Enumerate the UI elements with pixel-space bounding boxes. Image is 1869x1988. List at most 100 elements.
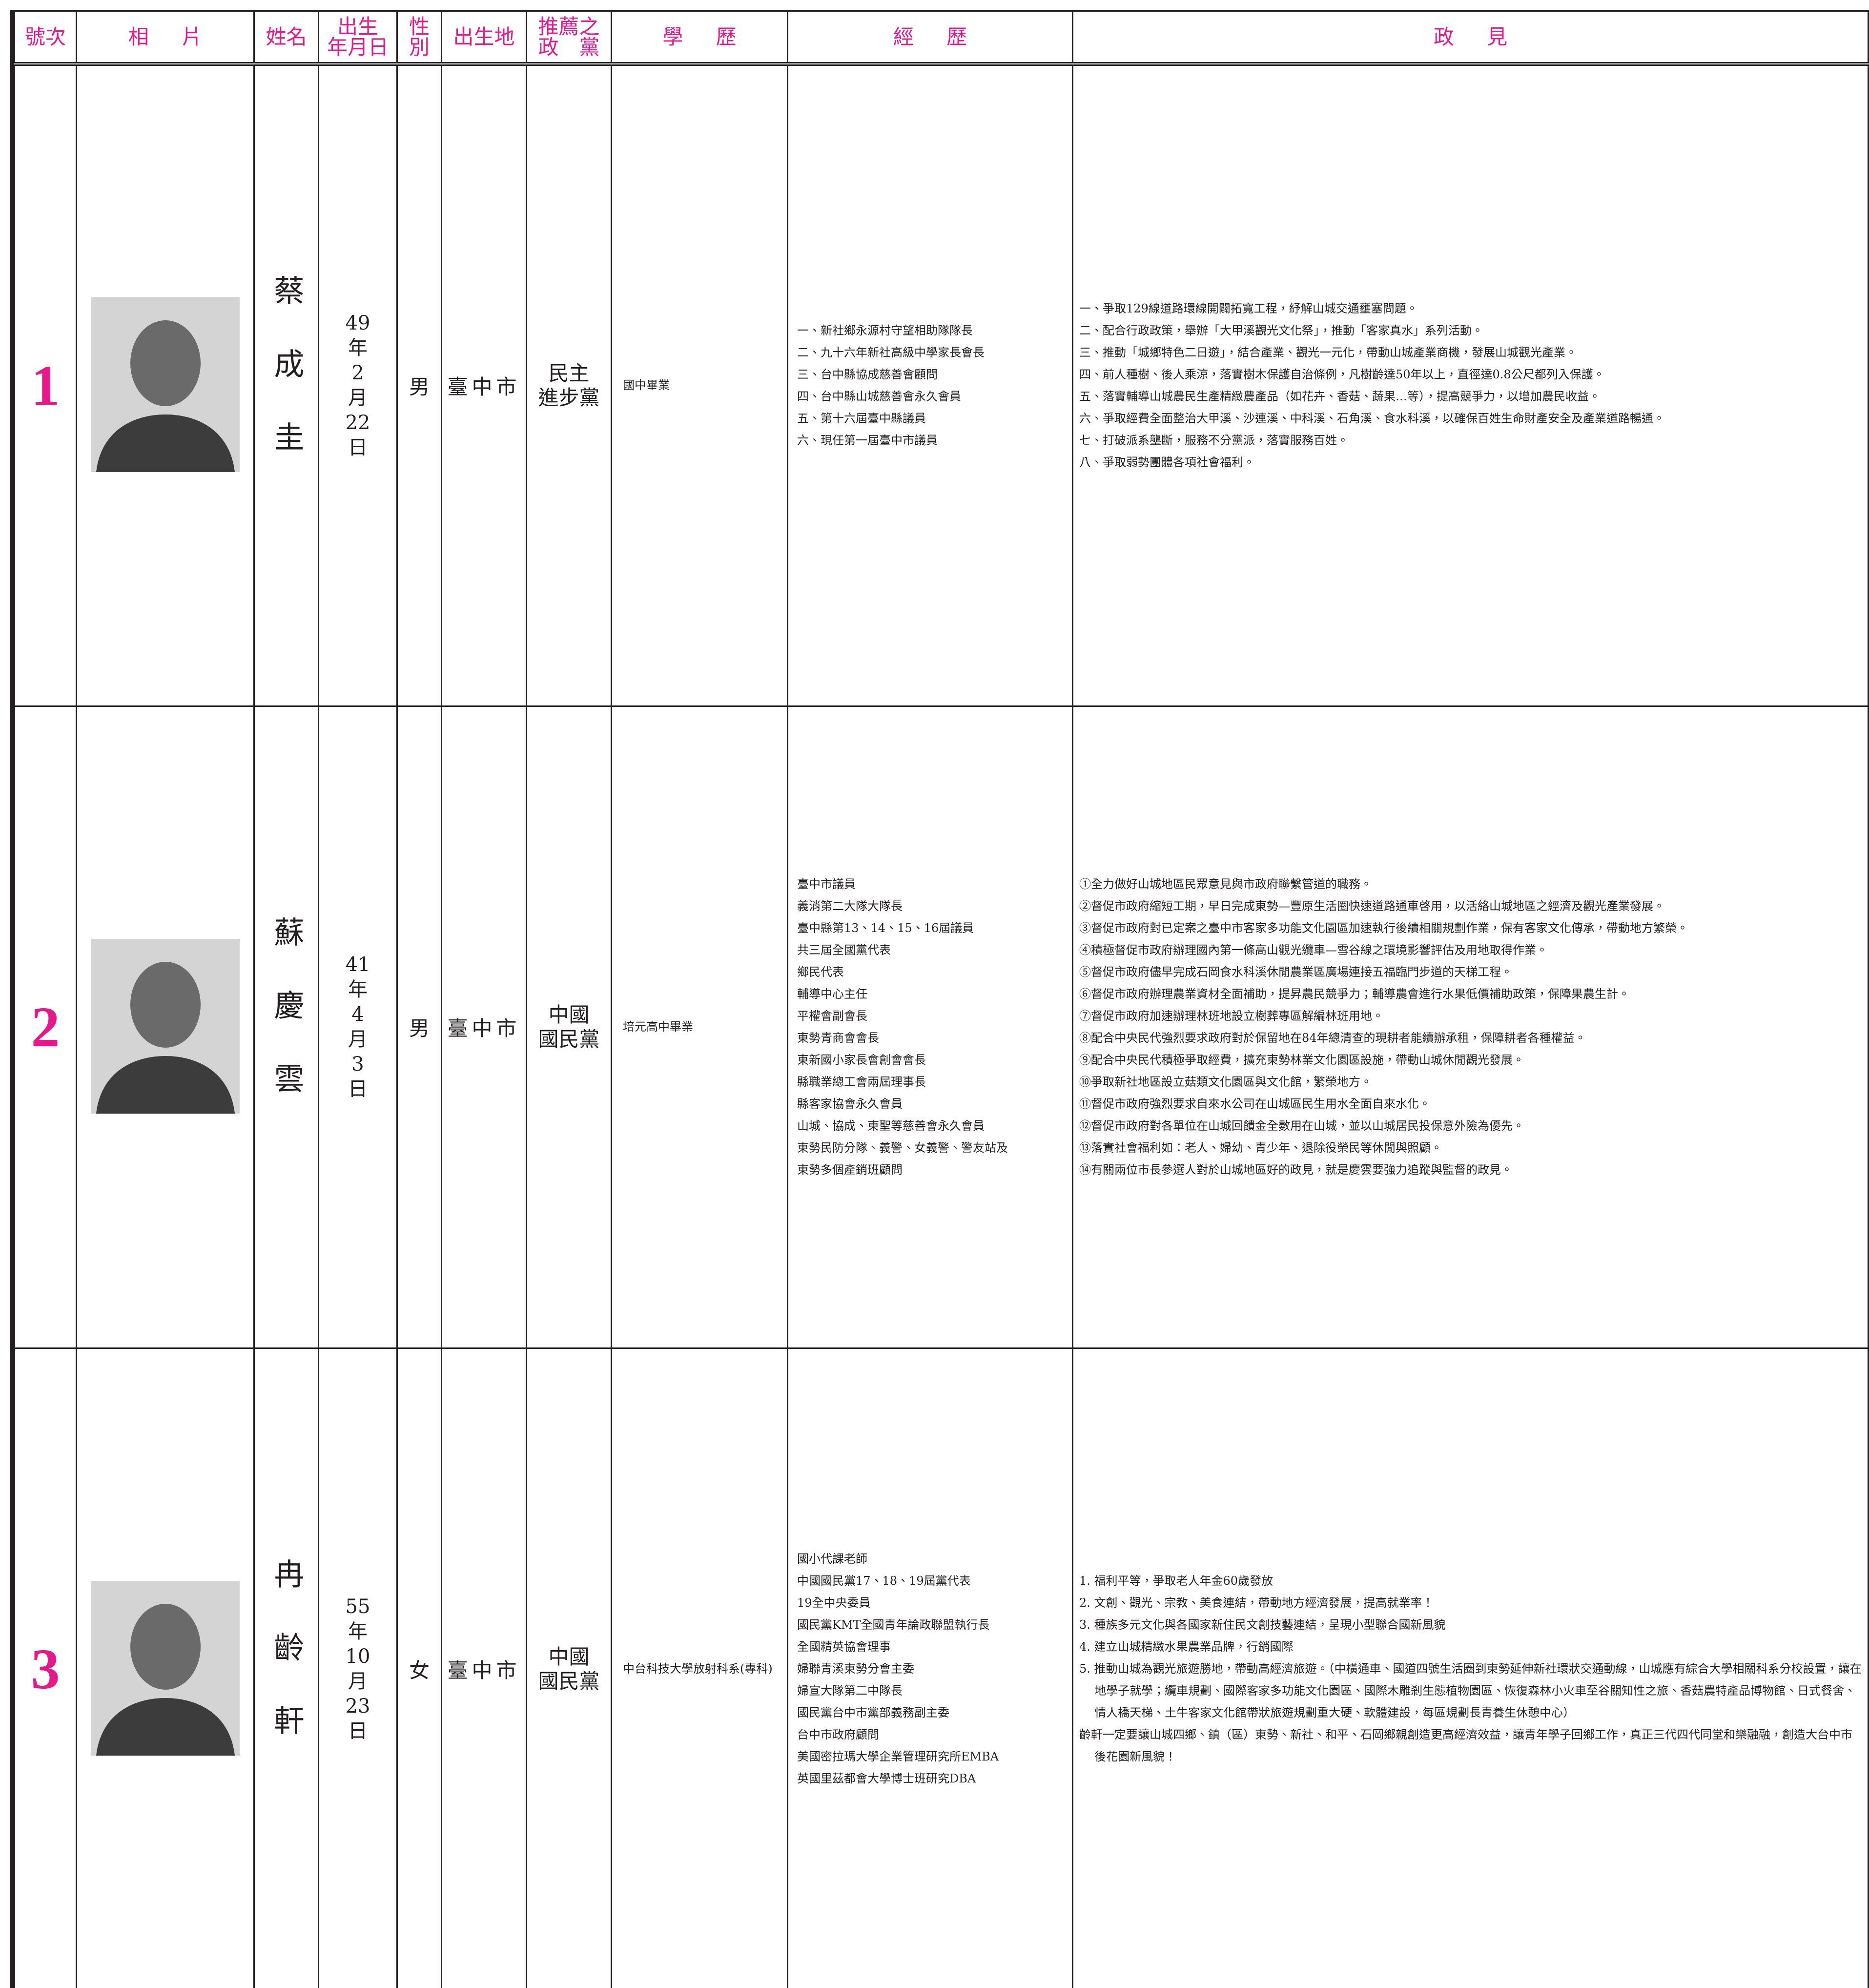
experience-item: 婦聯青溪東勢分會主委 — [797, 1662, 914, 1676]
header-text: 政 黨 — [538, 35, 600, 59]
birth-cell: 49 年 2 月 22 日 — [318, 63, 398, 707]
platform-item: 3. 種族多元文化與各國家新住民文創技藝連結，呈現小型聯合國新風貌 — [1079, 1618, 1446, 1632]
experience-item: 東勢青商會會長 — [797, 1031, 879, 1045]
birth-part: 月 — [348, 1670, 368, 1693]
platform-item: ⑧配合中央民代強烈要求政府對於保留地在84年總清查的現耕者能續辦承租，保障耕者各… — [1079, 1031, 1586, 1045]
candidate-number: 3 — [31, 1636, 60, 1701]
platform-item: ①全力做好山城地區民眾意見與市政府聯繫管道的職務。 — [1079, 877, 1372, 891]
birth-part: 55 — [345, 1595, 370, 1618]
experience-item: 國民黨KMT全國青年論政聯盟執行長 — [797, 1618, 990, 1632]
experience-item: 國民黨台中市黨部義務副主委 — [797, 1706, 949, 1719]
header-text: 出生地 — [453, 24, 515, 49]
column-header: 相片 — [76, 10, 255, 66]
platform-item: ⑨配合中央民代積極爭取經費，擴充東勢林業文化園區設施，帶動山城休閒觀光發展。 — [1079, 1053, 1524, 1067]
experience-item: 四、台中縣山城慈善會永久會員 — [797, 389, 961, 403]
experience-item: 東勢民防分隊、義警、女義警、警友站及 — [797, 1140, 1008, 1155]
platform-item: 四、前人種樹、後人乘涼，落實樹木保護自治條例，凡樹齡達50年以上，直徑達0.8公… — [1079, 367, 1605, 381]
platform-item: 三、推動「城鄉特色二日遊」，結合產業、觀光一元化，帶動山城產業商機，發展山城觀光… — [1079, 345, 1577, 359]
column-header: 出生地 — [441, 10, 527, 66]
platform-item: ⑤督促市政府儘早完成石岡食水科溪休閒農業區廣場連接五福臨門步道的天梯工程。 — [1079, 965, 1513, 979]
column-header: 政見 — [1072, 10, 1869, 66]
party-cell: 中國 國民黨 — [526, 705, 612, 1349]
party-name: 民主 — [548, 361, 590, 385]
birthplace: 臺中市 — [447, 1016, 521, 1040]
column-header: 性別 — [396, 10, 442, 66]
birth-part: 22 — [345, 411, 370, 434]
birth-part: 4 — [351, 1003, 364, 1026]
party-name: 中國 — [548, 1644, 590, 1669]
birth-part: 月 — [348, 386, 368, 409]
platform-item: 2. 文創、觀光、宗教、美食連結，帶動地方經濟發展，提高就業率！ — [1079, 1596, 1434, 1610]
column-header: 推薦之政 黨 — [526, 10, 612, 66]
birthplace: 臺中市 — [447, 1658, 521, 1682]
candidate-number: 2 — [31, 994, 60, 1059]
column-header: 經歷 — [787, 10, 1073, 66]
gender: 男 — [409, 375, 430, 399]
birth-part: 日 — [348, 1077, 368, 1100]
header-text: 別 — [409, 35, 430, 59]
party-name: 國民黨 — [538, 1027, 600, 1051]
experience-item: 一、新社鄉永源村守望相助隊隊長 — [797, 323, 973, 337]
header-text: 性 — [409, 14, 430, 39]
name-cell: 蘇慶雲 — [253, 705, 319, 1349]
candidate-row: 3 冉齡軒 55 年 10 月 23 日女臺中市 中國 國民黨 中台科技大學放射科系(專科) 國小代課… — [14, 1347, 1869, 1988]
photo-cell — [76, 705, 255, 1349]
platform-item: ⑭有關兩位市長參選人對於山城地區好的政見，就是慶雲要強力追蹤與監督的政見。 — [1079, 1162, 1513, 1177]
column-header: 出生 年月日 — [318, 10, 398, 66]
header-text: 學歷 — [662, 24, 769, 49]
experience-cell: 一、新社鄉永源村守望相助隊隊長 二、九十六年新社高級中學家長會長 三、台中縣協成慈善… — [787, 63, 1073, 707]
education-cell: 中台科技大學放射科系(專科) — [611, 1347, 788, 1988]
experience-item: 二、九十六年新社高級中學家長會長 — [797, 345, 985, 359]
header-text: 相片 — [128, 24, 235, 49]
experience-item: 五、第十六屆臺中縣議員 — [797, 411, 926, 425]
experience-item: 台中市政府顧問 — [797, 1728, 879, 1741]
candidate-photo — [91, 938, 240, 1114]
header-row: 號次 相片 姓名 出生 年月日性別出生地 推薦之政 黨學歷 經歷 政見 — [14, 10, 1869, 66]
candidate-row: 2 蘇慶雲 41 年 4 月 3 日男臺中市 中國 國民黨 培元高中畢業 臺中市議員 義消第二大隊大隊長… — [14, 705, 1869, 1349]
candidate-name: 蔡成圭 — [268, 274, 305, 495]
header-text: 經歷 — [893, 24, 1000, 49]
platform-item: ⑥督促市政府辦理農業資材全面補助，提昇農民競爭力；輔導農會進行水果低價補助政策，… — [1079, 987, 1630, 1001]
platform-item: ③督促市政府對已定案之臺中市客家多功能文化園區加速執行後續相關規劃作業，保有客家… — [1079, 921, 1688, 935]
experience-item: 全國精英協會理事 — [797, 1640, 891, 1654]
party-cell: 中國 國民黨 — [526, 1347, 612, 1988]
birthplace-cell: 臺中市 — [441, 63, 527, 707]
candidate-table: 號次 相片 姓名 出生 年月日性別出生地 推薦之政 黨學歷 經歷 政見 1 蔡成圭 49 年 2 月 22… — [14, 10, 1869, 1988]
birth-part: 10 — [345, 1645, 370, 1668]
education-item: 培元高中畢業 — [623, 1020, 693, 1034]
experience-item: 英國里茲都會大學博士班研究DBA — [797, 1772, 976, 1785]
experience-item: 臺中縣第13、14、15、16屆議員 — [797, 921, 974, 935]
platform-item: 齡軒一定要讓山城四鄉、鎮（區）東勢、新社、和平、石岡鄉親創造更高經濟效益，讓青年… — [1079, 1728, 1852, 1763]
experience-item: 縣客家協會永久會員 — [797, 1097, 903, 1111]
gender: 女 — [409, 1658, 430, 1682]
party-cell: 民主 進步黨 — [526, 63, 612, 707]
header-text: 號次 — [24, 24, 66, 49]
column-header: 學歷 — [611, 10, 788, 66]
experience-item: 婦宣大隊第二中隊長 — [797, 1684, 903, 1698]
birth-part: 年 — [348, 1620, 368, 1643]
platform-item: 八、爭取弱勢團體各項社會福利。 — [1079, 455, 1255, 469]
platform-item: 七、打破派系壟斷，服務不分黨派，落實服務百姓。 — [1079, 433, 1349, 447]
platform-item: ⑬落實社會福利如：老人、婦幼、青少年、退除役榮民等休閒與照顧。 — [1079, 1140, 1442, 1155]
birthplace: 臺中市 — [447, 375, 521, 399]
birth-part: 41 — [345, 953, 370, 976]
platform-item: ②督促市政府縮短工期，早日完成東勢—豐原生活圈快速道路通車啓用，以活絡山城地區之… — [1079, 899, 1665, 913]
column-header: 號次 — [14, 10, 77, 66]
experience-item: 六、現任第一屆臺中市議員 — [797, 433, 938, 447]
platform-cell: 1. 福利平等，爭取老人年金60歲發放 2. 文創、觀光、宗教、美食連結，帶動地方… — [1072, 1347, 1869, 1988]
party-name: 國民黨 — [538, 1669, 600, 1693]
name-cell: 蔡成圭 — [253, 63, 319, 707]
birth-part: 年 — [348, 336, 368, 359]
education-cell: 培元高中畢業 — [611, 705, 788, 1349]
platform-item: 一、爭取129線道路環線開闢拓寬工程，紓解山城交通壅塞問題。 — [1079, 301, 1418, 315]
experience-item: 東勢多個產銷班顧問 — [797, 1162, 903, 1177]
experience-item: 鄉民代表 — [797, 965, 844, 979]
gender-cell: 女 — [396, 1347, 442, 1988]
experience-item: 共三屆全國黨代表 — [797, 943, 891, 957]
experience-item: 19全中央委員 — [797, 1596, 871, 1610]
platform-item: 五、落實輔導山城農民生產精緻農產品（如花卉、香菇、蔬果…等），提高競爭力，以增加… — [1079, 389, 1601, 403]
experience-item: 國小代課老師 — [797, 1552, 867, 1566]
experience-item: 三、台中縣協成慈善會顧問 — [797, 367, 938, 381]
platform-item: ④積極督促市政府辦理國內第一條高山觀光纜車—雪谷線之環境影響評估及用地取得作業。 — [1079, 943, 1548, 957]
gender: 男 — [409, 1016, 430, 1040]
